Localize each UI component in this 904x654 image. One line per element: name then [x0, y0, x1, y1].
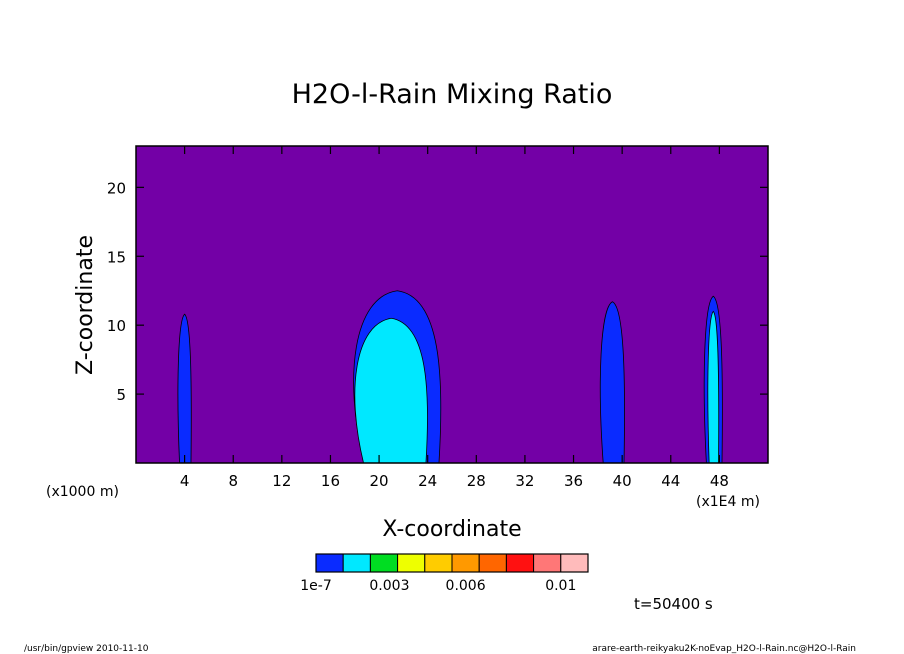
footer-left: /usr/bin/gpview 2010-11-10 [24, 644, 149, 654]
x-tick-label-6: 28 [467, 472, 486, 490]
x-tick-label-1: 8 [228, 472, 238, 490]
x-tick-label-11: 48 [710, 472, 729, 490]
rain-region-0 [177, 313, 192, 464]
colorbar-swatch-0 [315, 553, 344, 573]
plot-frame [135, 145, 769, 464]
x-tick-label-4: 20 [370, 472, 389, 490]
rain-regions [177, 290, 723, 464]
colorbar-swatch-8 [533, 553, 562, 573]
plot-background [136, 146, 768, 463]
colorbar-swatch-7 [505, 553, 535, 573]
x-tick-label-9: 40 [613, 472, 632, 490]
colorbar-swatch-9 [560, 553, 589, 573]
rain-region-2 [354, 317, 428, 464]
x-tick-label-8: 36 [564, 472, 583, 490]
chart-title: H2O-l-Rain Mixing Ratio [292, 79, 613, 110]
colorbar-frame [315, 553, 589, 573]
x-scale-note: (x1E4 m) [696, 494, 760, 510]
y-tick-label-3: 20 [107, 179, 126, 197]
colorbar-swatch-5 [451, 553, 480, 573]
colorbar-swatch-6 [478, 553, 507, 573]
x-unit-label: (x1000 m) [46, 484, 119, 500]
colorbar-label-1: 0.003 [369, 578, 409, 594]
x-tick-label-2: 12 [272, 472, 291, 490]
x-tick-label-5: 24 [418, 472, 437, 490]
colorbar-label-2: 0.006 [446, 578, 486, 594]
footer-right: arare-earth-reikyaku2K-noEvap_H2O-l-Rain… [592, 644, 856, 654]
colorbar-label-0: 1e-7 [300, 578, 331, 594]
x-axis-label: X-coordinate [382, 517, 521, 542]
time-label: t=50400 s [634, 595, 713, 613]
colorbar-label-3: 0.01 [545, 578, 576, 594]
y-axis-label: Z-coordinate [73, 235, 98, 375]
rain-region-3 [599, 301, 625, 464]
x-tick-label-0: 4 [180, 472, 190, 490]
colorbar-swatch-1 [342, 553, 371, 573]
colorbar-swatch-2 [369, 553, 399, 573]
colorbar-swatch-3 [397, 553, 426, 573]
y-tick-label-0: 5 [116, 386, 126, 404]
x-tick-label-3: 16 [321, 472, 340, 490]
x-tick-label-10: 44 [661, 472, 680, 490]
rain-region-5 [707, 310, 720, 464]
y-tick-label-1: 10 [107, 317, 126, 335]
colorbar-swatch-4 [424, 553, 453, 573]
colorbar: 1e-7 0.003 0.006 0.01 [300, 553, 589, 594]
x-tick-label-7: 32 [515, 472, 534, 490]
y-tick-label-2: 15 [107, 248, 126, 266]
